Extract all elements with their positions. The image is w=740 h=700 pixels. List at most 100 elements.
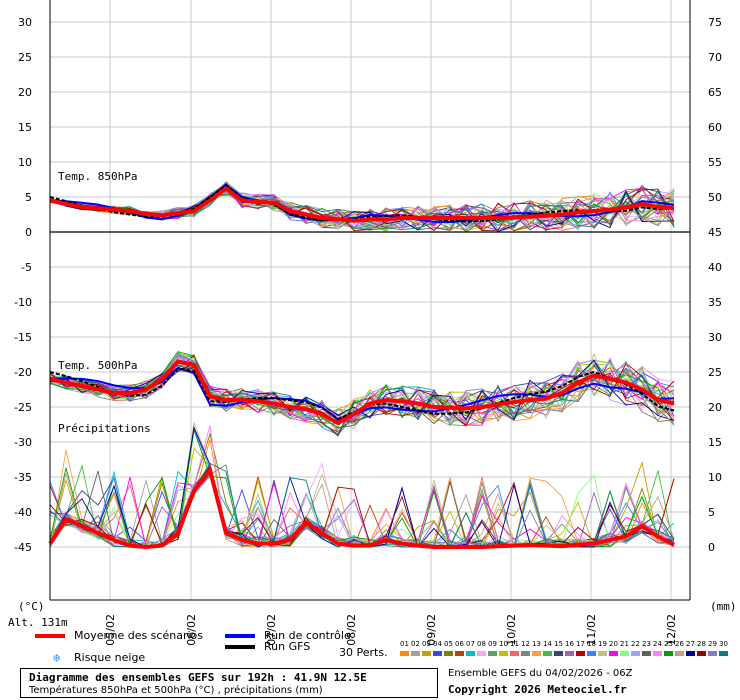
pert-color-swatch	[587, 651, 596, 656]
member-line-t850	[49, 190, 675, 230]
left-tick-label: -30	[14, 436, 32, 449]
pert-color-swatch	[488, 651, 497, 656]
pert-id-label: 01	[400, 640, 409, 648]
member-line-precip	[49, 460, 675, 549]
member-line-precip	[49, 465, 675, 548]
right-tick-label: 65	[708, 86, 722, 99]
control-line-t850	[49, 183, 675, 224]
title-box: Diagramme des ensembles GEFS sur 192h : …	[20, 668, 438, 698]
right-tick-label: 70	[708, 51, 722, 64]
pert-color-swatch	[631, 651, 640, 656]
pert-color-swatch	[499, 651, 508, 656]
date-tick-label: 11/02	[585, 614, 598, 646]
pert-color-swatch	[422, 651, 431, 656]
right-axis-unit: (mm)	[710, 600, 737, 613]
right-tick-label: 45	[708, 226, 722, 239]
left-tick-label: 30	[18, 16, 32, 29]
pert-color-swatch	[598, 651, 607, 656]
pert-id-label: 22	[631, 640, 640, 648]
panel-label-precip: Précipitations	[58, 422, 151, 435]
right-tick-label: 30	[708, 331, 722, 344]
mean-line-t500	[49, 359, 675, 426]
pert-color-swatch	[609, 651, 618, 656]
left-tick-label: 15	[18, 121, 32, 134]
pert-color-swatch	[653, 651, 662, 656]
left-tick-label: 5	[25, 191, 32, 204]
pert-color-swatch	[521, 651, 530, 656]
pert-id-label: 03	[422, 640, 431, 648]
chart-axes	[49, 0, 691, 601]
right-tick-label: 25	[708, 366, 722, 379]
pert-id-label: 17	[576, 640, 585, 648]
pert-id-label: 29	[708, 640, 717, 648]
date-tick-label: 10/02	[505, 614, 518, 646]
pert-id-label: 25	[664, 640, 673, 648]
pert-color-swatch	[664, 651, 673, 656]
pert-color-swatch	[675, 651, 684, 656]
chart-subtitle: Températures 850hPa et 500hPa (°C) , pré…	[29, 685, 323, 696]
pert-id-label: 10	[499, 640, 508, 648]
pert-id-label: 27	[686, 640, 695, 648]
date-tick-label: 05/02	[104, 614, 117, 646]
ensemble-members	[49, 181, 675, 549]
pert-color-swatch	[455, 651, 464, 656]
member-line-precip	[49, 462, 675, 548]
pert-color-swatch	[697, 651, 706, 656]
left-axis-unit: (°C)	[18, 600, 45, 613]
left-tick-label: -15	[14, 331, 32, 344]
pert-id-label: 11	[510, 640, 519, 648]
pert-id-label: 06	[455, 640, 464, 648]
right-tick-label: 20	[708, 401, 722, 414]
pert-id-label: 15	[554, 640, 563, 648]
pert-color-swatch	[565, 651, 574, 656]
legend-control: Run de contrôle	[264, 629, 351, 642]
member-line-precip	[49, 422, 675, 548]
pert-color-swatch	[642, 651, 651, 656]
pert-id-label: 12	[521, 640, 530, 648]
legend-snow-risk: Risque neige	[74, 651, 146, 664]
pert-color-swatch	[719, 651, 728, 656]
member-line-precip	[49, 439, 675, 548]
legend-mean: Moyenne des scénarios	[74, 629, 203, 642]
right-tick-label: 40	[708, 261, 722, 274]
left-tick-label: -45	[14, 541, 32, 554]
pert-color-swatch	[686, 651, 695, 656]
member-line-t500	[49, 359, 675, 422]
pert-id-label: 26	[675, 640, 684, 648]
right-tick-label: 5	[708, 506, 715, 519]
chart-title: Diagramme des ensembles GEFS sur 192h : …	[29, 671, 367, 684]
right-tick-label: 50	[708, 191, 722, 204]
member-line-precip	[49, 450, 675, 548]
member-line-precip	[49, 462, 675, 548]
pert-color-swatch	[554, 651, 563, 656]
right-tick-label: 15	[708, 436, 722, 449]
pert-id-label: 13	[532, 640, 541, 648]
pert-id-label: 09	[488, 640, 497, 648]
left-tick-label: -5	[21, 261, 32, 274]
gfs-line-t850	[49, 184, 675, 223]
pert-id-label: 05	[444, 640, 453, 648]
right-tick-label: 75	[708, 16, 722, 29]
pert-id-label: 28	[697, 640, 706, 648]
mean-line-precip	[48, 465, 675, 550]
chart-grid	[50, 0, 690, 600]
left-tick-label: -20	[14, 366, 32, 379]
pert-id-label: 14	[543, 640, 552, 648]
pert-id-label: 19	[598, 640, 607, 648]
member-line-t500	[49, 364, 675, 436]
pert-color-swatch	[543, 651, 552, 656]
pert-color-swatch	[477, 651, 486, 656]
pert-color-swatch	[411, 651, 420, 656]
pert-id-label: 30	[719, 640, 728, 648]
mean-line-t850	[49, 186, 675, 223]
left-tick-label: 25	[18, 51, 32, 64]
pert-color-swatch	[466, 651, 475, 656]
main-series	[48, 183, 675, 550]
member-line-precip	[49, 447, 675, 549]
pert-color-swatch	[510, 651, 519, 656]
member-line-precip	[49, 425, 675, 549]
info-box: Ensemble GEFS du 04/02/2026 - 06Z Copyri…	[444, 666, 734, 698]
pert-id-label: 23	[642, 640, 651, 648]
